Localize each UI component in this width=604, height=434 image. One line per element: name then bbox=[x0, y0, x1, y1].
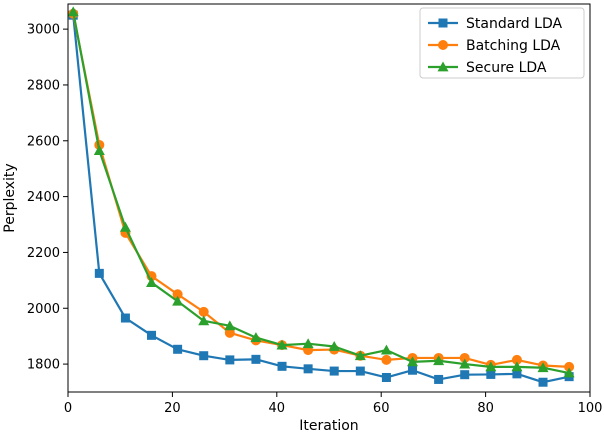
y-tick-label: 2200 bbox=[27, 246, 60, 261]
standard-lda-point bbox=[303, 364, 313, 374]
standard-lda-point bbox=[173, 344, 183, 354]
standard-lda-point bbox=[199, 351, 209, 361]
secure-lda-point bbox=[250, 332, 262, 342]
standard-lda-point bbox=[251, 354, 261, 364]
series-lines bbox=[67, 6, 575, 387]
y-tick-label: 1800 bbox=[27, 358, 60, 373]
x-tick-label: 100 bbox=[578, 401, 603, 416]
secure-lda-point bbox=[172, 295, 184, 306]
series-secure-lda bbox=[67, 6, 575, 378]
secure-lda-point bbox=[563, 367, 575, 378]
standard-lda-point bbox=[147, 330, 157, 340]
standard-lda-point bbox=[225, 355, 235, 365]
y-tick-label: 3000 bbox=[27, 23, 60, 38]
secure-lda-point bbox=[380, 344, 392, 355]
secure-lda-point bbox=[328, 341, 340, 351]
y-tick-label: 2400 bbox=[27, 190, 60, 205]
secure-lda-point bbox=[433, 355, 445, 366]
plot-frame bbox=[67, 3, 591, 393]
secure-lda-point bbox=[224, 320, 236, 331]
standard-lda-point bbox=[381, 372, 391, 382]
x-tick-label: 60 bbox=[373, 401, 390, 416]
secure-lda-point bbox=[459, 358, 471, 369]
batching-lda-point bbox=[381, 354, 392, 365]
secure-lda-point bbox=[119, 221, 131, 232]
batching-lda-point bbox=[198, 306, 209, 317]
x-tick-label: 40 bbox=[269, 401, 286, 416]
standard-lda-point bbox=[277, 361, 287, 371]
legend: Standard LDA Batching LDA Secure LDA bbox=[419, 7, 585, 79]
standard-lda-point bbox=[94, 268, 104, 278]
standard-lda-point bbox=[329, 366, 339, 376]
legend-label-batching-lda: Batching LDA bbox=[466, 38, 561, 54]
x-tick-label: 20 bbox=[164, 401, 181, 416]
y-tick-label: 2600 bbox=[27, 134, 60, 149]
standard-lda-point bbox=[460, 370, 470, 380]
y-tick-label: 2000 bbox=[27, 302, 60, 317]
secure-lda-point bbox=[485, 361, 497, 372]
legend-label-secure-lda: Secure LDA bbox=[466, 60, 547, 76]
x-tick-label: 80 bbox=[477, 401, 494, 416]
y-axis-label: Perplexity bbox=[2, 163, 18, 232]
x-tick-label: 0 bbox=[64, 401, 72, 416]
secure-lda-point bbox=[354, 350, 366, 361]
secure-lda-point bbox=[537, 362, 549, 373]
batching-lda-point bbox=[564, 361, 575, 372]
standard-lda-point bbox=[512, 369, 522, 379]
standard-lda-point bbox=[434, 374, 444, 384]
standard-lda-point bbox=[538, 377, 548, 387]
axis-ticks: 0 20 40 60 80 100 1800 2000 2200 2400 2600 2800 3000 bbox=[27, 23, 603, 416]
secure-lda-point bbox=[276, 339, 288, 350]
standard-lda-point bbox=[408, 365, 418, 375]
y-tick-label: 2800 bbox=[27, 78, 60, 93]
legend-box bbox=[419, 7, 585, 79]
batching-lda-point bbox=[172, 289, 183, 300]
secure-lda-point bbox=[407, 356, 419, 367]
batching-lda-point bbox=[224, 327, 235, 338]
secure-lda-point bbox=[302, 338, 314, 349]
legend-marker-batching-lda bbox=[438, 40, 448, 50]
secure-lda-point bbox=[146, 277, 158, 287]
standard-lda-point bbox=[355, 366, 365, 376]
secure-lda-point bbox=[511, 361, 523, 372]
x-axis-label: Iteration bbox=[299, 418, 358, 434]
batching-lda-point bbox=[459, 352, 470, 363]
secure-lda-point bbox=[198, 315, 210, 326]
standard-lda-point bbox=[120, 313, 130, 323]
secure-lda-point bbox=[93, 145, 105, 155]
standard-lda-point bbox=[486, 369, 496, 379]
legend-label-standard-lda: Standard LDA bbox=[466, 16, 562, 32]
secure-lda-point bbox=[67, 6, 79, 17]
legend-marker-standard-lda bbox=[438, 18, 448, 28]
legend-marker-secure-lda bbox=[437, 61, 449, 72]
batching-lda-point bbox=[511, 354, 522, 365]
legend-entries: Standard LDA Batching LDA Secure LDA bbox=[428, 16, 562, 76]
